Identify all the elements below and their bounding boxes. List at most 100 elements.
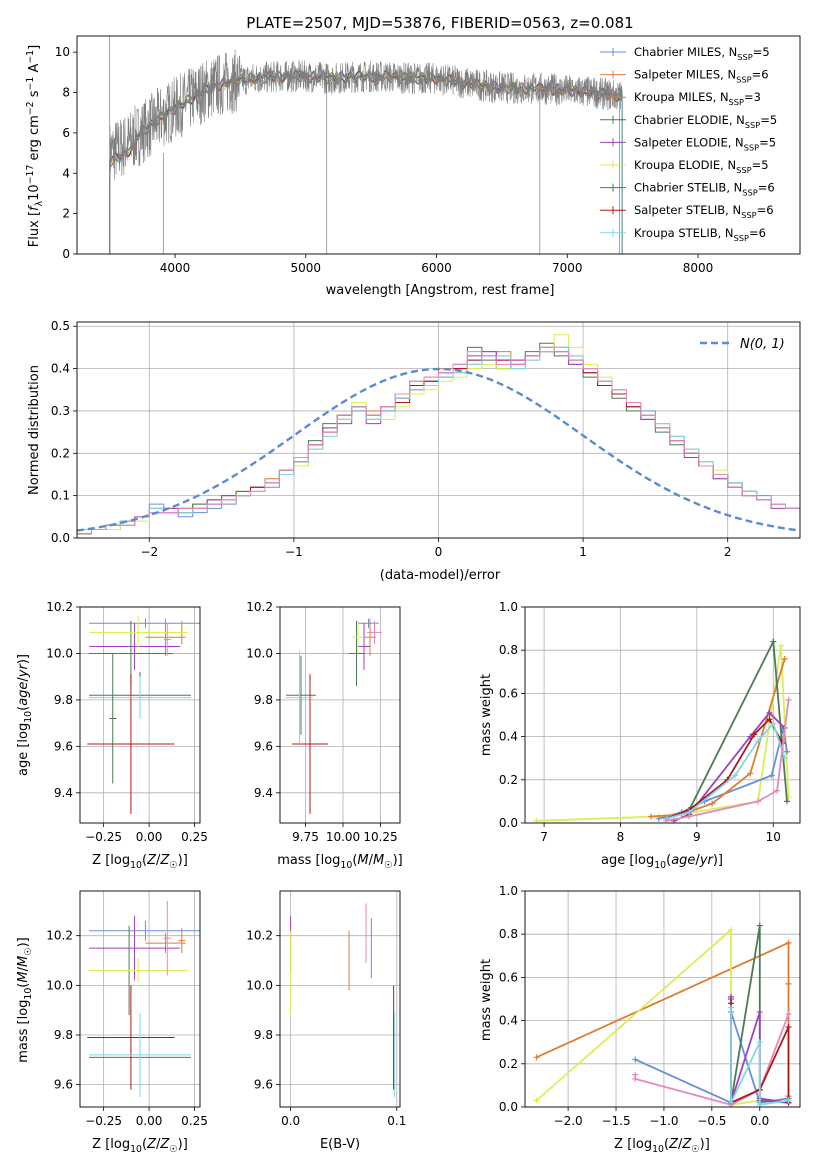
mass-z-xlabel-part: 10	[130, 1144, 142, 1155]
age-z-xlabel-part: Z [log	[92, 853, 130, 868]
weight-age-axes-ticks: 7 8 9 10 0.0 0.2 0.4 0.6 0.8 1.0	[499, 600, 781, 844]
series-line	[535, 927, 761, 1106]
age-z-xlabel-part: ☉	[169, 860, 177, 871]
residuals-axes-xtick-label: −2	[140, 545, 158, 559]
mass-ebv-axes-ytick-label: 10.2	[246, 929, 273, 943]
legend-entry-label-part: =5	[752, 158, 769, 172]
mass-z-ylabel-part: /	[16, 966, 31, 971]
mass-z-axes-plot	[87, 900, 200, 1098]
histogram-step	[77, 346, 800, 530]
spectrum-axes-xtick-label: 7000	[552, 261, 583, 275]
mass-z-axes-xtick-label: 0.25	[181, 1114, 208, 1128]
age-z-xlabel-part: )]	[178, 853, 188, 868]
spectrum-axes-ytick-label: 4	[62, 166, 70, 180]
legend-entry-label-part: SSP	[741, 210, 756, 220]
weight-age-xlabel-part: 10	[654, 860, 666, 871]
legend-entry-label-part: =3	[744, 90, 761, 104]
weight-z-xlabel-part: /	[678, 1137, 683, 1152]
age-mass-axes-xtick-label: 10.25	[363, 830, 397, 844]
spectrum-axes-ytick-label: 6	[62, 126, 70, 140]
series-point	[686, 813, 693, 820]
series-point	[781, 655, 788, 662]
weight-age-axes-xtick-label: 9	[693, 830, 701, 844]
weight-age-axes-xtick-label: 7	[540, 830, 548, 844]
series-point	[751, 731, 758, 738]
mass-ebv-axes-ytick-label: 9.8	[254, 1028, 273, 1042]
age-z-axes-frame	[79, 606, 201, 824]
mass-ebv-xlabel: E(B-V)	[320, 1137, 360, 1152]
weight-age-ylabel: mass weight	[479, 674, 494, 756]
weight-z-axes-frame	[524, 890, 801, 1108]
weight-z-xlabel: Z [log10(Z/Z☉)]	[614, 1137, 710, 1155]
mass-z-xlabel-part: /	[156, 1137, 161, 1152]
weight-z-xlabel-part: Z	[681, 1137, 692, 1152]
age-z-xlabel-part: Z	[159, 853, 170, 868]
residuals-axes: −2 −1 0 1 2 0.0 0.1 0.2 0.3 0.4 0.5 N(0, 1) (data-mo…	[27, 319, 801, 583]
spectrum-axes-ytick-label: 8	[62, 86, 70, 100]
weight-z-axes-ytick-label: 0.4	[499, 1014, 518, 1028]
weight-z-axes-ytick-label: 1.0	[499, 884, 518, 898]
legend-entry-label: Kroupa ELODIE, NSSP=5	[634, 158, 769, 175]
weight-z-axes-xtick-label: −0.5	[697, 1114, 726, 1128]
mass-ebv-axes-xtick-label: 0.1	[387, 1114, 406, 1128]
series-point	[770, 720, 777, 727]
legend-entry-label-part: SSP	[729, 97, 744, 107]
age-mass-axes-frame	[279, 606, 401, 824]
spectrum-axes-xtick-label: 8000	[683, 261, 714, 275]
series-point	[728, 993, 735, 1000]
mass-z-axes-ytick-label: 9.8	[54, 1028, 73, 1042]
series-point	[648, 813, 655, 820]
mass-ebv-axes-xtick-label: 0.0	[281, 1114, 300, 1128]
legend-entry-label-part: Chabrier STELIB, N	[634, 181, 742, 195]
age-mass-axes-xtick-label: 9.75	[292, 830, 319, 844]
series-point	[785, 939, 792, 946]
legend-entry-label: Chabrier MILES, NSSP=5	[634, 45, 770, 62]
legend-entry-label-part: Kroupa MILES, N	[634, 90, 729, 104]
legend-entry-label-part: Salpeter MILES, N	[634, 68, 736, 82]
spectrum-ylabel-part: ]	[27, 45, 42, 50]
histogram-step	[77, 334, 800, 535]
spectrum-ylabel-part: Flux [	[27, 211, 42, 247]
weight-z-axes-ticks: −2.0 −1.5 −1.0 −0.5 0.0 0.0 0.2 0.4 0.6 0.8 1.0	[499, 884, 769, 1128]
spectrum-axes-ytick-label: 10	[55, 45, 70, 59]
weight-age-axes-ytick-label: 0.0	[499, 816, 518, 830]
mass-z-axes-ytick-label: 10.0	[46, 978, 73, 992]
legend-entry-label: Salpeter ELODIE, NSSP=5	[634, 135, 776, 152]
spectrum-xlabel: wavelength [Angstrom, rest frame]	[326, 283, 555, 298]
spectrum-ylabel-part: −2	[25, 101, 36, 115]
histogram-step	[77, 346, 800, 535]
age-mass-xlabel-part: 10	[340, 860, 352, 871]
spectrum-axes-xtick-label: 5000	[291, 261, 322, 275]
age-z-ylabel-part: age [log	[16, 723, 31, 776]
legend-entry-label-part: Kroupa ELODIE, N	[634, 158, 736, 172]
mass-ebv-axes-ytick-label: 10.0	[246, 978, 273, 992]
legend-entry-label-part: SSP	[742, 188, 757, 198]
series-point	[754, 737, 761, 744]
weight-age-axes-ytick-label: 0.4	[499, 730, 518, 744]
legend-entry-label-part: SSP	[745, 120, 760, 130]
legend-entry-label-part: Salpeter STELIB, N	[634, 203, 741, 217]
age-z-axes-ticks: −0.25 0.00 0.25 9.4 9.6 9.8 10.0 10.2	[46, 600, 208, 844]
mass-ebv-axes: 0.0 0.1 9.6 9.8 10.0 10.2 E(B-V)	[246, 890, 406, 1152]
legend-entry-label-part: SSP	[736, 165, 751, 175]
legend-entry-label: N(0, 1)	[740, 337, 785, 352]
series-point	[777, 642, 784, 649]
histogram-step	[77, 346, 800, 530]
series-point	[756, 1039, 763, 1046]
mass-z-ylabel-part: mass [log	[16, 1000, 31, 1063]
age-z-ylabel-part: (	[16, 706, 31, 711]
series-point	[784, 798, 791, 805]
legend-entry-label: Kroupa STELIB, NSSP=6	[634, 226, 766, 243]
spectrum-ylabel-part: f	[27, 204, 42, 211]
age-mass-axes-ytick-label: 10.2	[246, 600, 273, 614]
legend-entry-label-part: =6	[749, 226, 766, 240]
age-z-axes: −0.25 0.00 0.259.49.69.810.010.2Z [log10(Z…	[16, 600, 208, 871]
spectrum-ylabel-part: −1	[25, 50, 36, 64]
age-mass-axes-ytick-label: 9.8	[254, 693, 273, 707]
weight-age-axes-xtick-label: 8	[617, 830, 625, 844]
residuals-axes-xtick-label: 2	[724, 545, 732, 559]
series-point	[728, 1004, 735, 1011]
legend-entry-label-part: Salpeter ELODIE, N	[634, 135, 744, 149]
